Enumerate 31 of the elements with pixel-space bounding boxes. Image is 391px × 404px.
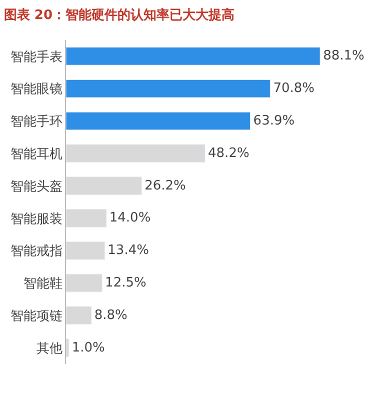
bar [66,338,70,357]
y-tick-label: 智能眼镜 [10,82,62,98]
data-label: 8.8% [94,308,128,323]
bar [66,79,270,98]
y-tick-label: 智能手表 [10,50,62,65]
bar [66,144,206,163]
data-label: 14.0% [109,210,151,226]
data-label: 13.4% [108,243,149,258]
bar [66,112,251,130]
y-tick-label: 智能头盔 [10,179,62,194]
data-label: 26.2% [144,178,186,194]
y-tick-label: 智能手环 [10,114,62,130]
bar [66,274,102,292]
y-tick-label: 智能服装 [10,212,62,227]
y-tick-label: 智能耳机 [10,146,62,162]
bar [66,47,320,66]
data-label: 63.9% [253,114,295,128]
y-tick-label: 智能戒指 [10,244,62,260]
data-label: 1.0% [72,340,105,356]
bar [66,241,105,260]
y-tick-label: 其他 [36,341,62,356]
data-label: 70.8% [273,81,315,96]
data-label: 48.2% [208,146,250,161]
y-tick-label: 智能鞋 [23,276,62,292]
data-label: 88.1% [323,48,364,64]
y-tick-label: 智能项链 [10,308,62,324]
bar [66,176,142,195]
bar [66,209,107,228]
bar [66,306,92,325]
chart-title: 图表 20：智能硬件的认知率已大大提高 [4,7,235,24]
data-label: 12.5% [105,276,146,290]
